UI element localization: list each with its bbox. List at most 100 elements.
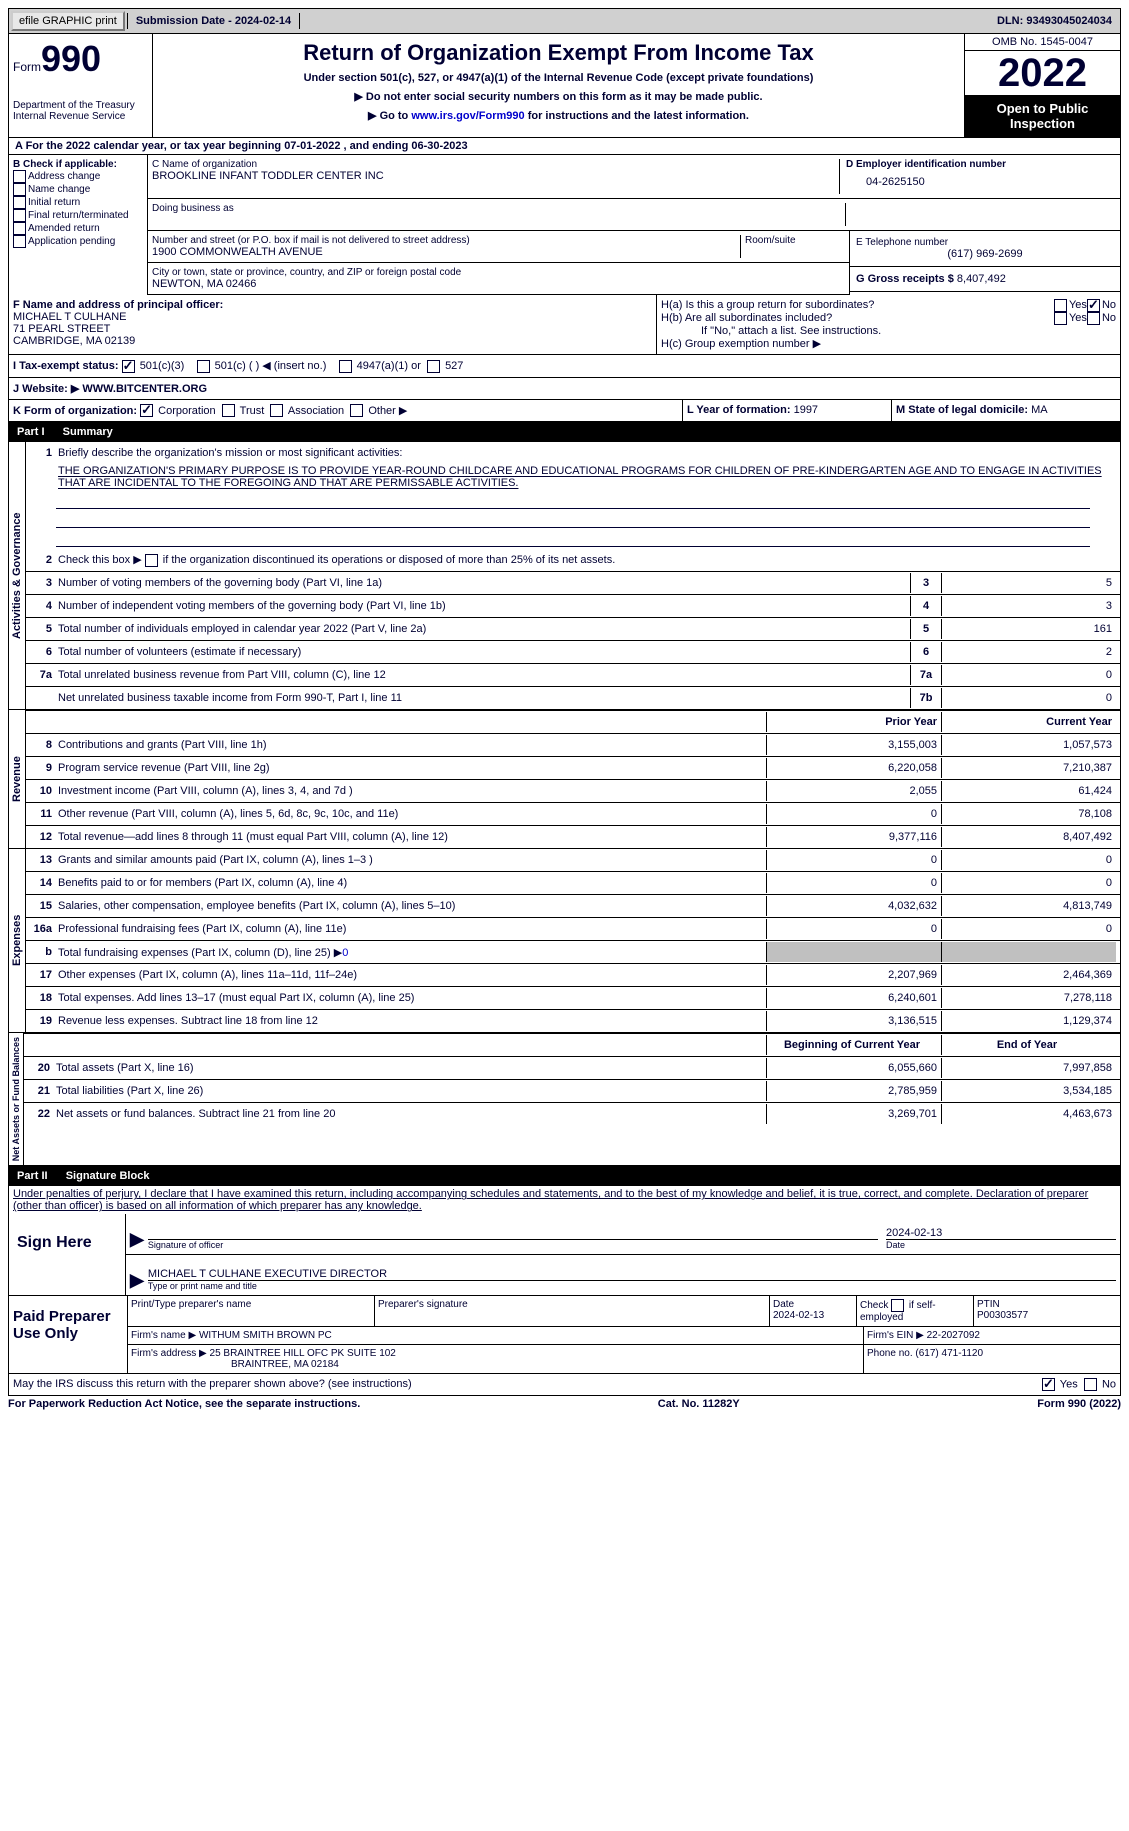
irs-label: Internal Revenue Service (13, 111, 148, 122)
efile-print-btn[interactable]: efile GRAPHIC print (11, 11, 125, 31)
l-label: L Year of formation: (687, 404, 791, 416)
firm-ein: Firm's EIN ▶ 22-2027092 (863, 1327, 1120, 1344)
line2-label: Check this box ▶ if the organization dis… (58, 553, 1116, 567)
col-f-officer: F Name and address of principal officer:… (9, 295, 656, 354)
firm-phone: Phone no. (617) 471-1120 (863, 1345, 1120, 1373)
line8-label: Contributions and grants (Part VIII, lin… (58, 739, 766, 751)
check-name-change[interactable] (13, 183, 26, 196)
i-501c[interactable] (197, 360, 210, 373)
line7b-label: Net unrelated business taxable income fr… (58, 692, 910, 704)
pp-self-emp-check[interactable] (891, 1299, 904, 1312)
ha-label: H(a) Is this a group return for subordin… (661, 299, 1054, 312)
ha-no[interactable] (1087, 299, 1100, 312)
check-address-change[interactable] (13, 170, 26, 183)
line10-prior: 2,055 (766, 781, 942, 801)
line22-label: Net assets or fund balances. Subtract li… (56, 1108, 766, 1120)
line19-current: 1,129,374 (942, 1011, 1116, 1031)
line12-label: Total revenue—add lines 8 through 11 (mu… (58, 831, 766, 843)
line16a-label: Professional fundraising fees (Part IX, … (58, 923, 766, 935)
street-value: 1900 COMMONWEALTH AVENUE (152, 246, 740, 258)
check-amended[interactable] (13, 222, 26, 235)
line17-prior: 2,207,969 (766, 965, 942, 985)
line8-current: 1,057,573 (942, 735, 1116, 755)
line17-current: 2,464,369 (942, 965, 1116, 985)
line18-label: Total expenses. Add lines 13–17 (must eq… (58, 992, 766, 1004)
omb-number: OMB No. 1545-0047 (965, 34, 1120, 51)
website-value: WWW.BITCENTER.ORG (82, 383, 207, 395)
check-initial-return[interactable] (13, 196, 26, 209)
footer-form: Form 990 (2022) (1037, 1398, 1121, 1410)
row-i: I Tax-exempt status: 501(c)(3) 501(c) ( … (9, 355, 1120, 377)
line7b-value: 0 (942, 688, 1116, 708)
line9-prior: 6,220,058 (766, 758, 942, 778)
irs-link[interactable]: www.irs.gov/Form990 (411, 110, 524, 122)
line13-label: Grants and similar amounts paid (Part IX… (58, 854, 766, 866)
jurat-text: Under penalties of perjury, I declare th… (8, 1186, 1121, 1214)
form-title: Return of Organization Exempt From Incom… (157, 40, 960, 66)
submission-date: Submission Date - 2024-02-14 (127, 13, 300, 29)
check-app-pending[interactable] (13, 235, 26, 248)
hb-yes[interactable] (1054, 312, 1067, 325)
line13-prior: 0 (766, 850, 942, 870)
line3-value: 5 (942, 573, 1116, 593)
mission-text: THE ORGANIZATION'S PRIMARY PURPOSE IS TO… (58, 465, 1116, 489)
i-4947[interactable] (339, 360, 352, 373)
org-name: BROOKLINE INFANT TODDLER CENTER INC (152, 170, 839, 182)
line15-prior: 4,032,632 (766, 896, 942, 916)
discuss-no[interactable] (1084, 1378, 1097, 1391)
hb-no[interactable] (1087, 312, 1100, 325)
c-name-label: C Name of organization (152, 159, 839, 170)
line20-current: 7,997,858 (942, 1058, 1116, 1078)
line3-label: Number of voting members of the governin… (58, 577, 910, 589)
sign-here-label: Sign Here (9, 1214, 125, 1295)
k-assoc[interactable] (270, 404, 283, 417)
open-to-public: Open to Public Inspection (965, 95, 1120, 137)
k-corp[interactable] (140, 404, 153, 417)
row-a-calendar-year: A For the 2022 calendar year, or tax yea… (8, 138, 1121, 155)
current-year-hdr: Current Year (942, 712, 1116, 732)
line15-label: Salaries, other compensation, employee b… (58, 900, 766, 912)
line18-current: 7,278,118 (942, 988, 1116, 1008)
pp-name: Print/Type preparer's name (127, 1296, 374, 1326)
revenue-label: Revenue (9, 710, 25, 848)
discuss-row: May the IRS discuss this return with the… (9, 1374, 1120, 1395)
line2-check[interactable] (145, 554, 158, 567)
check-final-return[interactable] (13, 209, 26, 222)
line21-label: Total liabilities (Part X, line 26) (56, 1085, 766, 1097)
h-note: If "No," attach a list. See instructions… (661, 325, 1116, 337)
i-527[interactable] (427, 360, 440, 373)
top-bar: efile GRAPHIC print Submission Date - 20… (8, 8, 1121, 34)
k-trust[interactable] (222, 404, 235, 417)
discuss-yes[interactable] (1042, 1378, 1055, 1391)
line18-prior: 6,240,601 (766, 988, 942, 1008)
paid-preparer-label: Paid Preparer Use Only (9, 1296, 127, 1373)
tax-year: 2022 (965, 51, 1120, 95)
line7a-value: 0 (942, 665, 1116, 685)
row-m: M State of legal domicile: MA (891, 400, 1120, 422)
street-label: Number and street (or P.O. box if mail i… (152, 235, 740, 246)
line11-current: 78,108 (942, 804, 1116, 824)
firm-addr: Firm's address ▶ 25 BRAINTREE HILL OFC P… (127, 1345, 863, 1373)
i-label: I Tax-exempt status: (13, 360, 119, 372)
line16b-prior (766, 942, 942, 962)
hc-label: H(c) Group exemption number ▶ (661, 337, 1116, 350)
line1-label: Briefly describe the organization's miss… (58, 447, 1116, 459)
subtitle-1: Under section 501(c), 527, or 4947(a)(1)… (157, 72, 960, 84)
m-value: MA (1031, 404, 1048, 416)
ha-yes[interactable] (1054, 299, 1067, 312)
prior-year-hdr: Prior Year (766, 712, 942, 732)
begin-year-hdr: Beginning of Current Year (766, 1035, 942, 1055)
k-other[interactable] (350, 404, 363, 417)
expenses-label: Expenses (9, 849, 25, 1032)
i-501c3[interactable] (122, 360, 135, 373)
line20-label: Total assets (Part X, line 16) (56, 1062, 766, 1074)
pp-ptin: PTINP00303577 (973, 1296, 1120, 1326)
line22-current: 4,463,673 (942, 1104, 1116, 1124)
phone-value: (617) 969-2699 (856, 248, 1114, 260)
b-header: B Check if applicable: (13, 159, 143, 170)
line8-prior: 3,155,003 (766, 735, 942, 755)
line16b-link[interactable]: 0 (342, 947, 348, 959)
line7a-label: Total unrelated business revenue from Pa… (58, 669, 910, 681)
dln: DLN: 93493045024034 (989, 13, 1120, 29)
line12-prior: 9,377,116 (766, 827, 942, 847)
